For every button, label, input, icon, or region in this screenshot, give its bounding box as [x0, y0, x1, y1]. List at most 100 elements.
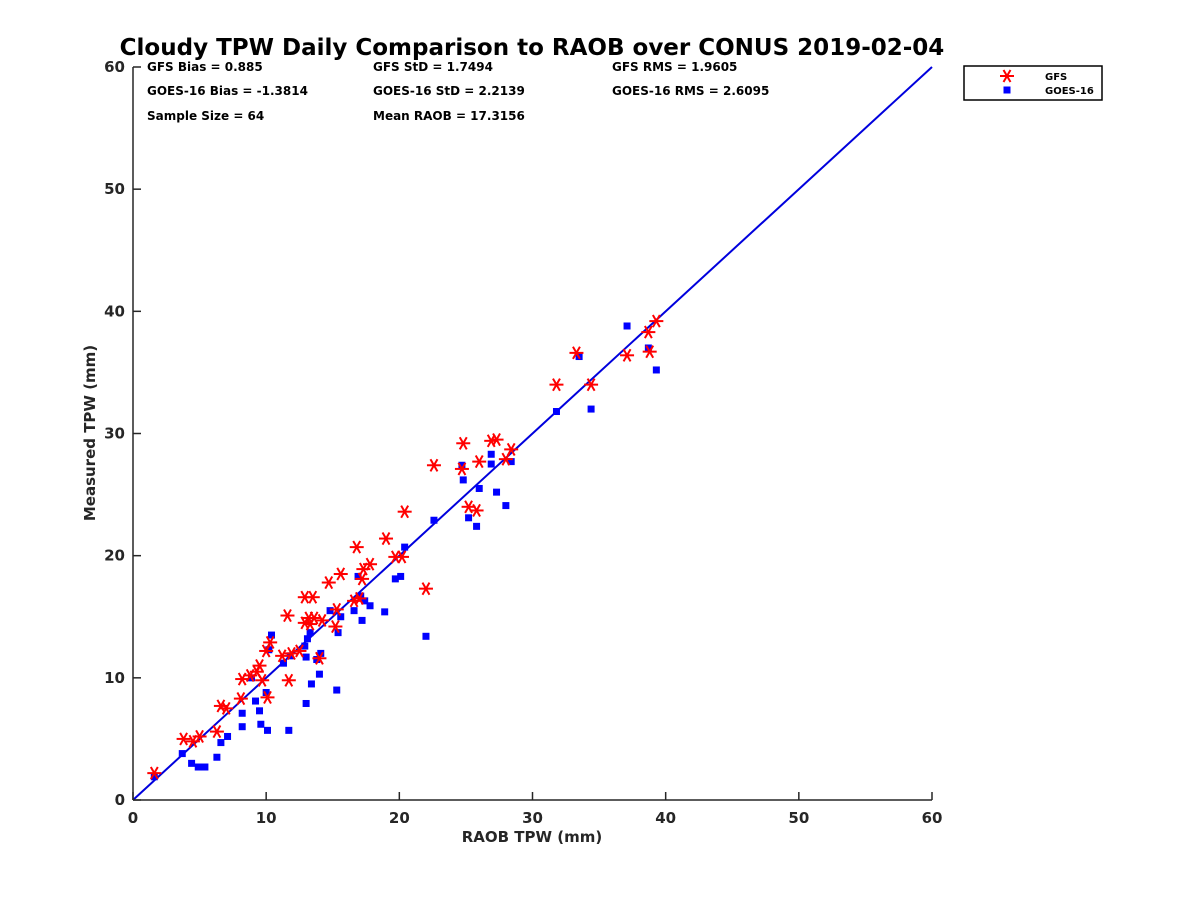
- x-tick-label: 0: [128, 809, 138, 827]
- y-tick-label: 60: [104, 58, 125, 76]
- goes-16-point: [201, 763, 209, 771]
- gfs-point: [260, 690, 275, 704]
- gfs-point: [418, 582, 433, 596]
- gfs-point: [321, 575, 336, 590]
- gfs-point: [397, 505, 412, 519]
- goes-16-point: [381, 608, 389, 616]
- gfs-point: [176, 732, 191, 746]
- goes-16-point: [502, 502, 510, 510]
- y-tick-label: 0: [115, 791, 125, 809]
- stat-annotation: Sample Size = 64: [147, 109, 264, 123]
- legend-gfs-label: GFS: [1045, 72, 1067, 83]
- reference-line: [132, 66, 933, 801]
- gfs-point-stroke: [552, 378, 561, 392]
- stat-annotation: Mean RAOB = 17.3156: [373, 109, 525, 123]
- goes-16-point: [459, 476, 467, 484]
- goes-16-point: [552, 408, 560, 416]
- gfs-point: [275, 649, 290, 663]
- gfs-point-stroke: [149, 766, 159, 780]
- goes-16-point: [326, 607, 334, 615]
- chart-title: Cloudy TPW Daily Comparison to RAOB over…: [120, 35, 945, 61]
- goes-16-point: [397, 572, 405, 580]
- gfs-point-stroke: [381, 532, 391, 546]
- goes-16-point: [465, 514, 473, 522]
- y-tick-label: 20: [104, 547, 125, 565]
- x-tick-label: 40: [655, 809, 676, 827]
- goes-16-point: [361, 597, 369, 605]
- gfs-point-stroke: [472, 503, 481, 518]
- gfs-point-stroke: [295, 644, 304, 658]
- goes-16-point: [178, 750, 186, 758]
- gfs-point-stroke: [457, 462, 467, 476]
- goes-16-point: [194, 763, 202, 771]
- goes-16-point: [475, 484, 483, 492]
- goes-16-point: [285, 726, 293, 734]
- gfs-point: [192, 729, 207, 744]
- stat-annotation: GOES-16 Bias = -1.3814: [147, 84, 308, 98]
- goes-16-point: [303, 635, 311, 643]
- gfs-point-stroke: [308, 590, 318, 604]
- goes-16-point: [354, 572, 362, 580]
- goes-16-point: [256, 707, 264, 715]
- gfs-point: [328, 619, 343, 634]
- gfs-point-stroke: [474, 455, 484, 469]
- goes-16-point: [333, 686, 341, 694]
- goes-16-point: [315, 670, 323, 678]
- gfs-point: [641, 325, 656, 339]
- gfs-point-stroke: [265, 635, 275, 649]
- gfs-point-stroke: [317, 613, 327, 627]
- legend-gfs-marker-stroke: [1002, 69, 1012, 83]
- gfs-point: [569, 346, 584, 360]
- goes-16-point: [587, 405, 595, 413]
- y-axis-label: Measured TPW (mm): [81, 345, 99, 521]
- gfs-point: [333, 567, 348, 581]
- goes-16-point: [238, 709, 246, 717]
- gfs-point: [233, 692, 248, 706]
- legend-items: GFS GOES-16: [1000, 69, 1094, 97]
- gfs-point: [456, 436, 471, 450]
- gfs-point: [363, 557, 378, 571]
- gfs-point: [379, 532, 394, 546]
- gfs-point: [315, 613, 330, 627]
- gfs-point: [620, 348, 635, 362]
- gfs-point: [426, 458, 441, 472]
- y-tick-label: 10: [104, 669, 125, 687]
- goes-16-point: [302, 653, 310, 661]
- gfs-point-stroke: [645, 345, 655, 359]
- gfs-point-stroke: [572, 346, 581, 360]
- goes-16-point: [317, 649, 325, 657]
- gfs-point-stroke: [336, 567, 346, 581]
- gfs-point: [349, 540, 364, 554]
- gfs-point: [469, 503, 484, 518]
- gfs-point: [394, 550, 409, 564]
- goes-16-point: [213, 753, 221, 761]
- gfs-point: [329, 602, 344, 616]
- gfs-point-stroke: [622, 348, 632, 362]
- gfs-point: [504, 442, 519, 456]
- gfs-point-stroke: [236, 692, 246, 706]
- x-tick-label: 60: [922, 809, 943, 827]
- x-tick-label: 20: [389, 809, 410, 827]
- goes-16-point: [252, 697, 260, 705]
- goes-16-point: [302, 699, 310, 707]
- gfs-point-stroke: [651, 314, 661, 328]
- goes-16-point: [257, 720, 265, 728]
- x-tick-label: 10: [256, 809, 277, 827]
- goes-16-point: [279, 659, 287, 667]
- gfs-point-stroke: [263, 690, 272, 704]
- gfs-point-stroke: [357, 572, 367, 586]
- goes-16-point: [238, 723, 246, 731]
- gfs-point-stroke: [331, 619, 340, 634]
- legend-goes-16-label: GOES-16: [1045, 86, 1094, 97]
- goes-16-point: [224, 732, 232, 740]
- gfs-point: [263, 635, 278, 649]
- goes-16-point: [430, 516, 438, 524]
- series-goes-16: [150, 322, 660, 781]
- gfs-point-stroke: [429, 458, 439, 472]
- goes-16-point: [422, 632, 430, 640]
- gfs-point: [280, 608, 295, 623]
- gfs-point: [307, 611, 322, 625]
- gfs-point-stroke: [332, 602, 342, 616]
- legend: GFS GOES-16: [963, 65, 1103, 101]
